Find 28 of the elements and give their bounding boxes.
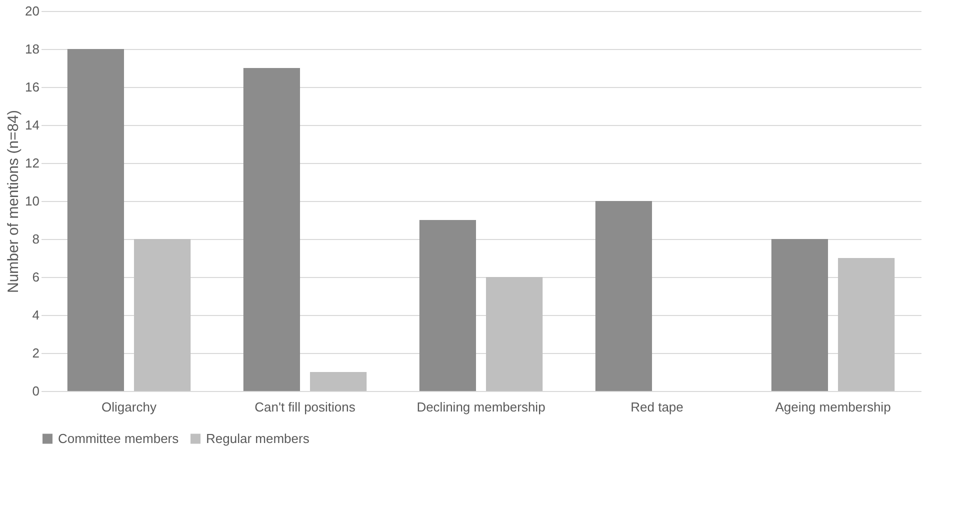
x-tick-label: Oligarchy bbox=[102, 400, 157, 414]
y-tick-label: 20 bbox=[25, 4, 40, 18]
x-tick-label: Can't fill positions bbox=[254, 400, 356, 414]
bar bbox=[310, 372, 367, 391]
y-tick-label: 16 bbox=[25, 80, 40, 94]
x-tick-label: Ageing membership bbox=[775, 400, 891, 414]
y-tick-label: 18 bbox=[25, 42, 40, 56]
bar bbox=[838, 258, 895, 391]
y-tick-label: 2 bbox=[32, 346, 40, 360]
legend-label: Regular members bbox=[206, 430, 310, 446]
y-tick-label: 14 bbox=[25, 118, 40, 132]
bar bbox=[595, 201, 652, 391]
y-tick-label: 12 bbox=[25, 156, 40, 170]
y-tick-label: 6 bbox=[32, 270, 40, 284]
x-tick-label: Declining membership bbox=[416, 400, 546, 414]
y-tick-label: 0 bbox=[32, 384, 40, 398]
bar bbox=[243, 68, 300, 391]
y-axis-title: Number of mentions (n=84) bbox=[5, 110, 22, 294]
legend-label: Committee members bbox=[58, 430, 180, 446]
bar bbox=[419, 220, 476, 391]
y-tick-label: 10 bbox=[25, 194, 40, 208]
x-tick-label: Red tape bbox=[630, 400, 684, 414]
bar bbox=[67, 49, 124, 391]
bar bbox=[134, 239, 191, 391]
bar bbox=[486, 277, 543, 391]
y-tick-label: 8 bbox=[32, 232, 40, 246]
bar bbox=[771, 239, 828, 391]
y-tick-label: 4 bbox=[32, 308, 40, 322]
